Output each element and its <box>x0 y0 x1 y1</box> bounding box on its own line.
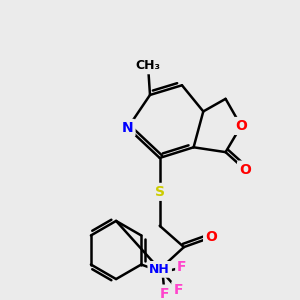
Text: O: O <box>235 119 247 133</box>
Text: F: F <box>160 286 169 300</box>
Text: O: O <box>205 230 217 244</box>
Text: F: F <box>177 260 187 274</box>
Text: O: O <box>239 163 251 177</box>
Text: S: S <box>155 185 165 199</box>
Text: N: N <box>122 121 134 135</box>
Text: F: F <box>173 283 183 297</box>
Text: CH₃: CH₃ <box>136 59 160 72</box>
Text: NH: NH <box>149 263 170 276</box>
